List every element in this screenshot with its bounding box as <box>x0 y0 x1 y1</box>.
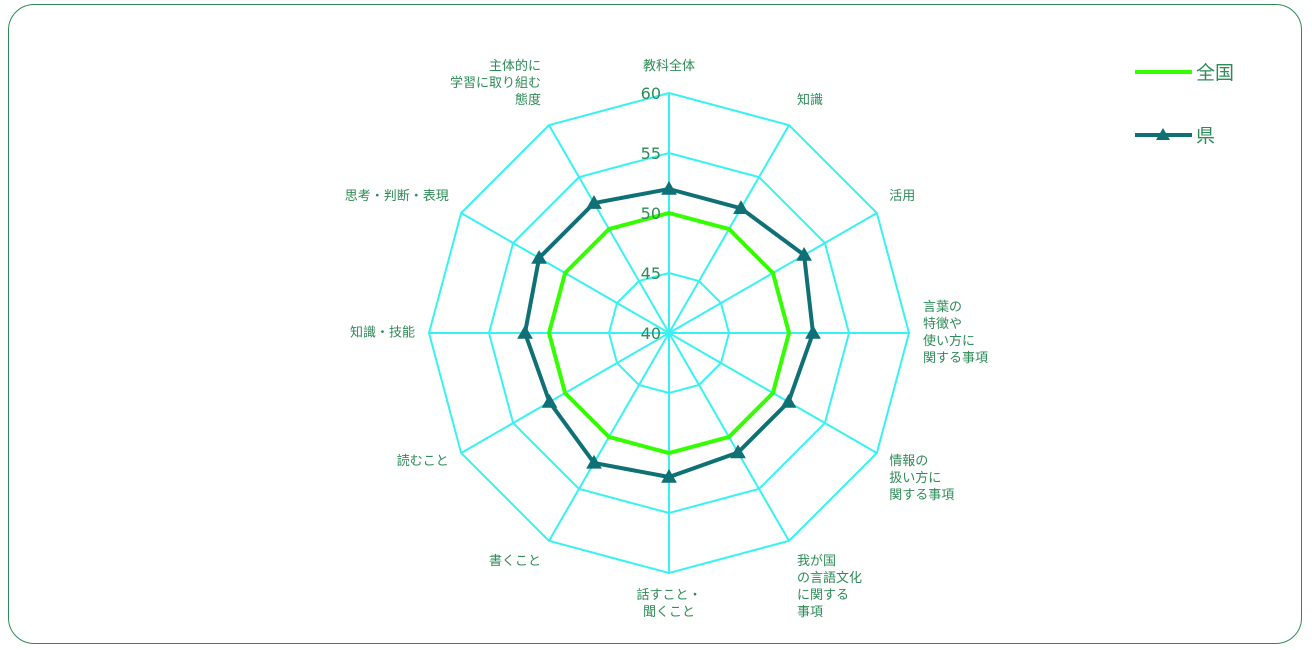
axis-label-line: 態度 <box>515 92 541 108</box>
radar-axis-labels: 教科全体知識活用言葉の特徴や使い方に関する事項情報の扱い方に関する事項我が国の言… <box>345 58 988 620</box>
axis-label: 知識 <box>797 92 823 108</box>
axis-label-line: 事項 <box>797 605 823 620</box>
axis-label: 我が国の言語文化に関する事項 <box>797 554 862 620</box>
axis-label-line: 知識・技能 <box>350 325 415 341</box>
axis-label-line: の言語文化 <box>797 570 862 586</box>
radar-grid <box>427 91 911 575</box>
legend: 全国県 <box>1135 62 1234 147</box>
legend-label: 全国 <box>1196 62 1234 84</box>
tick-label: 55 <box>641 144 661 163</box>
axis-label-line: に関する <box>797 588 849 603</box>
axis-label: 主体的に学習に取り組む態度 <box>450 58 541 108</box>
axis-label-line: 情報の <box>889 454 928 469</box>
series-marker-1 <box>661 468 677 483</box>
tick-label: 60 <box>641 84 661 103</box>
series-marker-1 <box>730 444 746 459</box>
axis-label: 話すこと・聞くこと <box>636 587 701 620</box>
radar-series <box>517 180 821 483</box>
axis-label: 活用 <box>889 189 915 204</box>
axis-label: 教科全体 <box>643 58 695 74</box>
axis-label-line: 言葉の <box>923 300 962 315</box>
legend-label: 県 <box>1196 125 1215 147</box>
axis-label-line: 特徴や <box>923 317 962 332</box>
axis-label-line: 関する事項 <box>923 351 988 366</box>
axis-label: 思考・判断・表現 <box>345 189 449 204</box>
radar-tick-labels: 40 45 50 55 60 <box>641 84 661 343</box>
series-marker-1 <box>805 324 821 339</box>
series-line-0 <box>546 210 792 456</box>
axis-label: 書くこと <box>489 554 541 569</box>
axis-label-line: 主体的に <box>489 58 541 74</box>
axis-label-line: 思考・判断・表現 <box>345 189 449 204</box>
series-marker-1 <box>780 393 797 408</box>
axis-label-line: 使い方に <box>923 333 975 349</box>
series-marker-1 <box>796 246 812 261</box>
axis-label-line: 読むこと <box>397 453 449 469</box>
axis-label-line: 聞くこと <box>643 605 695 620</box>
axis-label-line: 話すこと・ <box>636 587 701 603</box>
axis-label: 情報の扱い方に関する事項 <box>889 454 954 503</box>
axis-label-line: 活用 <box>889 189 915 204</box>
axis-label-line: 関する事項 <box>889 488 954 503</box>
series-marker-1 <box>586 454 602 469</box>
axis-label: 言葉の特徴や使い方に関する事項 <box>923 300 988 366</box>
axis-label-line: 我が国 <box>797 554 836 569</box>
tick-label: 45 <box>641 264 661 283</box>
series-marker-1 <box>586 195 602 209</box>
series-marker-1 <box>661 180 677 195</box>
axis-label: 読むこと <box>397 453 449 469</box>
series-marker-1 <box>541 393 558 408</box>
axis-label-line: 知識 <box>797 92 823 108</box>
series-marker-1 <box>517 324 533 339</box>
tick-label: 50 <box>641 204 661 223</box>
series-marker-1 <box>531 249 547 264</box>
tick-label: 40 <box>641 324 661 343</box>
axis-label-line: 学習に取り組む <box>450 75 541 91</box>
legend-marker <box>1156 128 1170 140</box>
axis-label: 知識・技能 <box>350 325 415 341</box>
axis-label-line: 扱い方に <box>889 470 941 486</box>
series-marker-1 <box>733 200 749 215</box>
axis-label-line: 書くこと <box>489 554 541 569</box>
axis-label-line: 教科全体 <box>643 58 695 74</box>
